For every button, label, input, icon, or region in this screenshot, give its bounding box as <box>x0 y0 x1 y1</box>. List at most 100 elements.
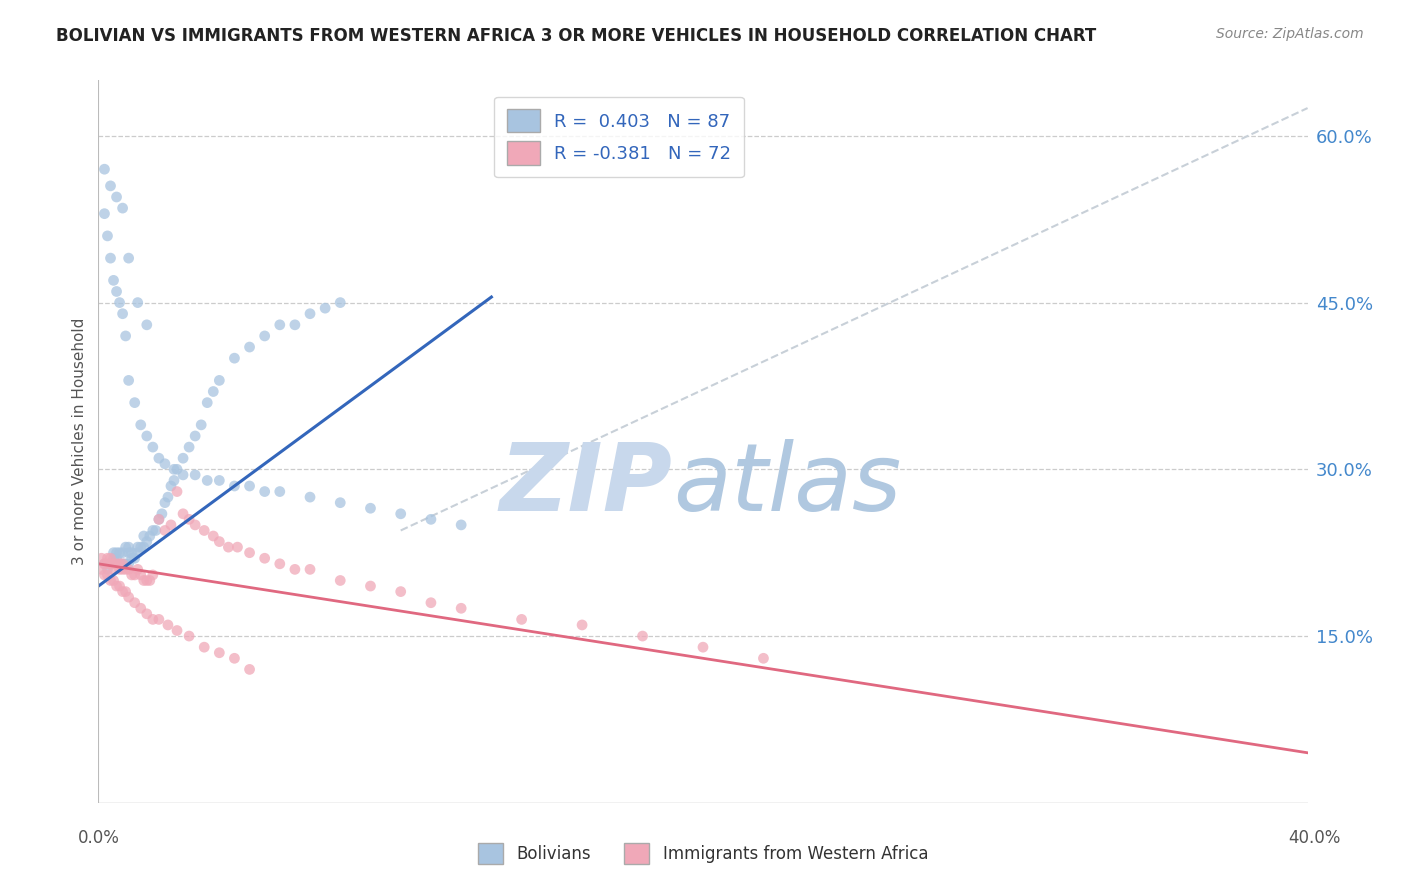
Point <box>179 440 201 454</box>
Point <box>96 568 118 582</box>
Point <box>108 579 131 593</box>
Point <box>631 629 654 643</box>
Point <box>148 512 170 526</box>
Point <box>96 562 118 576</box>
Text: ZIP: ZIP <box>501 439 672 531</box>
Point <box>224 479 246 493</box>
Point <box>135 429 157 443</box>
Point <box>132 540 155 554</box>
Point <box>121 568 143 582</box>
Point <box>420 512 443 526</box>
Point <box>114 562 136 576</box>
Point <box>156 490 179 504</box>
Point <box>100 551 122 566</box>
Point <box>124 568 146 582</box>
Point <box>329 496 352 510</box>
Point <box>224 651 246 665</box>
Point <box>360 579 382 593</box>
Point <box>100 251 122 265</box>
Point <box>129 601 152 615</box>
Point <box>124 551 146 566</box>
Point <box>111 584 134 599</box>
Point <box>299 490 322 504</box>
Point <box>153 524 176 538</box>
Point <box>118 590 141 604</box>
Point <box>111 546 134 560</box>
Text: Source: ZipAtlas.com: Source: ZipAtlas.com <box>1216 27 1364 41</box>
Legend: Bolivians, Immigrants from Western Africa: Bolivians, Immigrants from Western Afric… <box>471 837 935 871</box>
Point <box>172 507 194 521</box>
Point <box>190 417 212 432</box>
Point <box>129 540 152 554</box>
Point <box>111 201 134 215</box>
Point <box>93 207 115 221</box>
Point <box>93 162 115 177</box>
Point <box>108 546 131 560</box>
Point <box>105 285 128 299</box>
Point <box>100 557 122 571</box>
Point <box>129 568 152 582</box>
Point <box>253 484 276 499</box>
Point <box>121 546 143 560</box>
Point <box>142 524 165 538</box>
Point <box>114 557 136 571</box>
Point <box>329 574 352 588</box>
Point <box>103 546 125 560</box>
Point <box>208 534 231 549</box>
Point <box>105 579 128 593</box>
Point <box>103 273 125 287</box>
Point <box>100 557 122 571</box>
Point <box>111 557 134 571</box>
Point <box>184 517 207 532</box>
Point <box>139 574 162 588</box>
Point <box>135 318 157 332</box>
Point <box>103 562 125 576</box>
Point <box>166 484 188 499</box>
Point <box>111 562 134 576</box>
Point <box>184 429 207 443</box>
Point <box>145 524 167 538</box>
Text: 40.0%: 40.0% <box>1288 829 1341 847</box>
Point <box>111 557 134 571</box>
Point <box>150 507 173 521</box>
Point <box>160 517 183 532</box>
Point <box>111 307 134 321</box>
Point <box>329 295 352 310</box>
Point <box>100 178 122 193</box>
Point <box>269 484 291 499</box>
Point <box>239 546 262 560</box>
Point <box>389 507 412 521</box>
Point <box>184 467 207 482</box>
Point <box>253 329 276 343</box>
Point <box>284 562 307 576</box>
Point <box>202 384 225 399</box>
Point <box>118 540 141 554</box>
Point <box>127 546 149 560</box>
Point <box>100 574 122 588</box>
Point <box>118 251 141 265</box>
Point <box>163 474 186 488</box>
Point <box>202 529 225 543</box>
Point <box>103 551 125 566</box>
Point <box>193 640 215 655</box>
Point <box>179 512 201 526</box>
Point <box>269 557 291 571</box>
Point <box>135 607 157 621</box>
Point <box>269 318 291 332</box>
Point <box>129 417 152 432</box>
Point <box>118 373 141 387</box>
Point <box>135 574 157 588</box>
Y-axis label: 3 or more Vehicles in Household: 3 or more Vehicles in Household <box>72 318 87 566</box>
Point <box>103 557 125 571</box>
Point <box>118 546 141 560</box>
Point <box>172 451 194 466</box>
Point <box>114 584 136 599</box>
Text: 0.0%: 0.0% <box>77 829 120 847</box>
Point <box>90 551 112 566</box>
Point <box>299 307 322 321</box>
Text: atlas: atlas <box>672 440 901 531</box>
Point <box>142 568 165 582</box>
Point <box>124 596 146 610</box>
Point <box>114 540 136 554</box>
Point <box>172 467 194 482</box>
